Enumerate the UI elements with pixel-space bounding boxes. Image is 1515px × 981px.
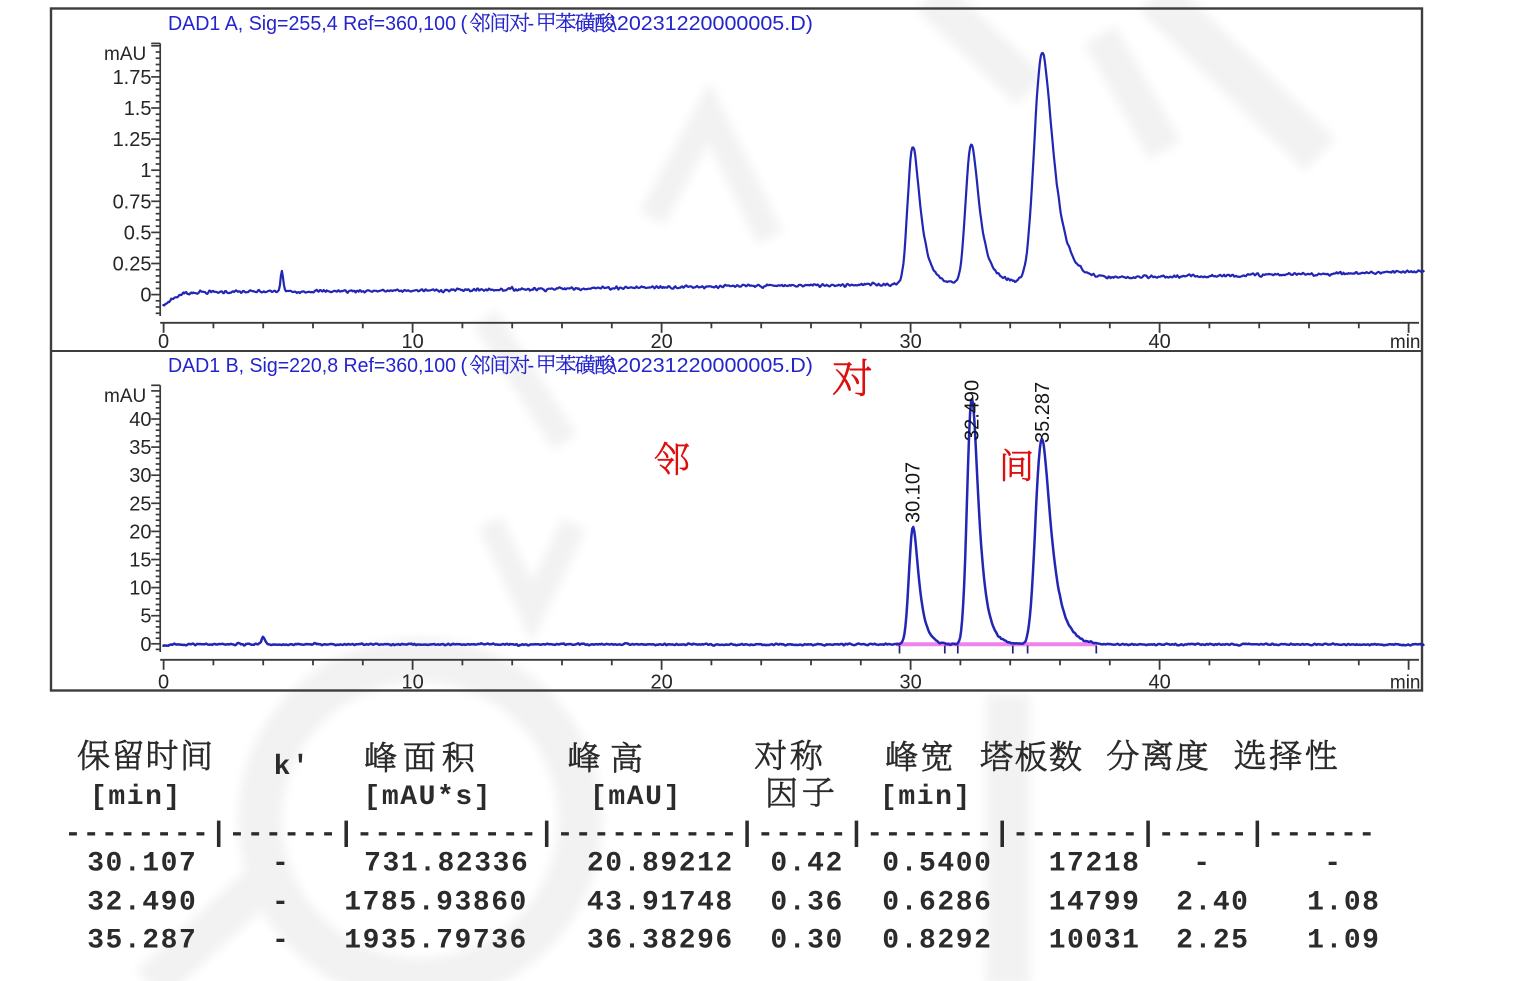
svg-text:30.107: 30.107 [87,849,197,880]
svg-text:DAD1 B, Sig=220,8 Ref=360,100: DAD1 B, Sig=220,8 Ref=360,100 [168,355,456,377]
svg-text:35.287: 35.287 [1032,382,1054,443]
svg-text:2.25: 2.25 [1176,926,1249,957]
svg-text:1935.79736: 1935.79736 [344,926,528,957]
svg-text:10: 10 [129,578,151,600]
svg-text:0.8292: 0.8292 [882,926,992,957]
svg-text:0.36: 0.36 [770,888,843,919]
svg-text:DAD1 A, Sig=255,4 Ref=360,100: DAD1 A, Sig=255,4 Ref=360,100 [168,13,456,35]
svg-text:1.75: 1.75 [113,67,152,89]
svg-text:20: 20 [650,672,672,694]
svg-text:15: 15 [129,550,151,572]
svg-text:-: - [1324,849,1342,880]
svg-text:30: 30 [899,331,921,353]
svg-text:-: - [272,849,290,880]
svg-text:35: 35 [129,437,151,459]
svg-text:1.25: 1.25 [113,129,152,151]
svg-text:0.30: 0.30 [770,926,843,957]
svg-text:43.91748: 43.91748 [587,888,734,919]
svg-text:1785.93860: 1785.93860 [344,888,528,919]
svg-text:0: 0 [140,285,151,307]
svg-text:0.5: 0.5 [124,222,152,244]
svg-text:[min]: [min] [880,782,972,813]
svg-text:17218: 17218 [1049,849,1141,880]
svg-text:40: 40 [129,409,151,431]
svg-text:20: 20 [650,331,672,353]
svg-text:-: - [272,888,290,919]
svg-text:-: - [528,355,535,377]
svg-text:0.42: 0.42 [770,849,843,880]
svg-text:10: 10 [401,331,423,353]
svg-text:(: ( [461,355,468,377]
svg-text:\20231220000005.D): \20231220000005.D) [611,355,813,377]
svg-text:--------|------|----------|---: --------|------|----------|----------|--… [65,819,1377,850]
svg-text:min: min [1390,673,1421,694]
svg-text:10: 10 [401,672,423,694]
svg-text:5: 5 [140,606,151,628]
svg-text:32.490: 32.490 [87,888,197,919]
svg-text:0: 0 [158,331,169,353]
svg-text:30: 30 [899,672,921,694]
svg-text:2.40: 2.40 [1176,888,1249,919]
svg-text:731.82336: 731.82336 [364,849,529,880]
svg-text:10031: 10031 [1049,926,1141,957]
svg-text:min: min [1390,332,1421,353]
svg-text:0.5400: 0.5400 [882,849,992,880]
svg-text:-: - [1193,849,1211,880]
svg-text:[mAU*s]: [mAU*s] [364,782,493,813]
svg-text:35.287: 35.287 [87,926,197,957]
svg-text:0.25: 0.25 [113,254,152,276]
svg-text:20.89212: 20.89212 [587,849,734,880]
svg-text:\20231220000005.D): \20231220000005.D) [611,13,813,35]
svg-text:30: 30 [129,465,151,487]
svg-text:mAU: mAU [104,386,146,407]
svg-text:[mAU]: [mAU] [590,782,682,813]
svg-text:0.75: 0.75 [113,191,152,213]
svg-text:-: - [528,13,535,35]
svg-text:20: 20 [129,521,151,543]
svg-text:1: 1 [140,160,151,182]
svg-text:(: ( [461,13,468,35]
svg-text:0: 0 [158,672,169,694]
svg-text:14799: 14799 [1049,888,1141,919]
svg-text:32.490: 32.490 [962,380,984,441]
svg-text:0: 0 [140,634,151,656]
svg-text:30.107: 30.107 [903,462,925,523]
svg-text:0.6286: 0.6286 [882,888,992,919]
svg-text:k': k' [274,752,311,783]
svg-text:mAU: mAU [104,44,146,65]
svg-text:1.08: 1.08 [1307,888,1380,919]
svg-text:40: 40 [1148,331,1170,353]
svg-text:1.5: 1.5 [124,98,152,120]
svg-text:40: 40 [1148,672,1170,694]
svg-text:25: 25 [129,493,151,515]
svg-text:36.38296: 36.38296 [587,926,734,957]
svg-text:1.09: 1.09 [1307,926,1380,957]
svg-text:-: - [272,926,290,957]
svg-text:[min]: [min] [90,782,182,813]
